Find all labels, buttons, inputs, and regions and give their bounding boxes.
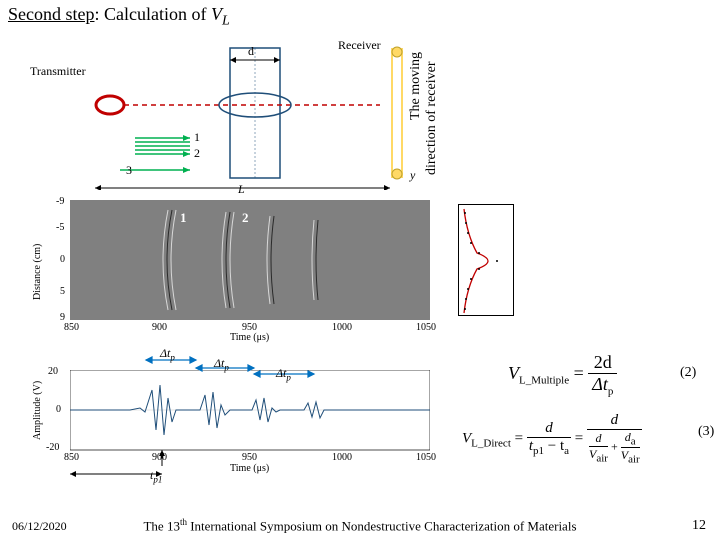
tp-3: Δtp [276, 366, 291, 382]
tp-1: Δtp [160, 346, 175, 362]
receiver-label: Receiver [338, 38, 381, 53]
title-var: V [211, 4, 222, 24]
bscan-pulse-2: 2 [242, 210, 249, 226]
arrow-2: 2 [194, 146, 200, 161]
bscan-ylabel: Distance (cm) [32, 244, 43, 300]
L-label: L [238, 182, 245, 197]
page-number: 12 [692, 518, 706, 534]
footer-symposium: The 13th International Symposium on Nond… [0, 517, 720, 534]
bscan-yt1: -5 [56, 222, 64, 233]
title-rest: : Calculation of [94, 4, 210, 24]
equation-2: VL_Multiple = 2d Δtp [508, 352, 617, 398]
bscan-xt0: 850 [64, 322, 79, 333]
d-label: d [248, 44, 254, 59]
tp-2: Δtp [214, 356, 229, 372]
y-label: y [410, 168, 415, 183]
wf-yt2: 20 [48, 366, 58, 377]
bscan-image [70, 200, 430, 320]
equation-3: VL_Direct = d tp1 − ta = d d Vair + da V… [462, 412, 642, 466]
title-sub: L [222, 14, 230, 29]
moving-dir-1: The moving [408, 52, 424, 120]
title-underlined: Second step [8, 4, 94, 24]
wf-yt0: -20 [46, 442, 59, 453]
bscan-xt4: 1050 [416, 322, 436, 333]
eq3-num: (3) [698, 424, 714, 440]
tp-arrows [70, 348, 430, 378]
bscan-svg [70, 200, 430, 320]
transmitter-label: Transmitter [30, 64, 86, 79]
eq2-num: (2) [680, 365, 696, 381]
slide-title: Second step: Calculation of VL [0, 0, 720, 34]
bscan-yt3: 5 [60, 286, 65, 297]
bscan-yt0: -9 [56, 196, 64, 207]
side-amplitude-plot [458, 204, 514, 316]
arrow-3: 3 [126, 163, 132, 178]
wf-ylabel: Amplitude (V) [32, 381, 43, 440]
bscan-xt1: 900 [152, 322, 167, 333]
bscan-pulse-1: 1 [180, 210, 187, 226]
wf-yt1: 0 [56, 404, 61, 415]
arrow-1: 1 [194, 130, 200, 145]
bscan-xt3: 1000 [332, 322, 352, 333]
bscan-yt2: 0 [60, 254, 65, 265]
bscan-xlabel: Time (μs) [230, 332, 269, 343]
moving-dir-2: direction of receiver [424, 62, 440, 176]
tp1-span [70, 460, 430, 480]
